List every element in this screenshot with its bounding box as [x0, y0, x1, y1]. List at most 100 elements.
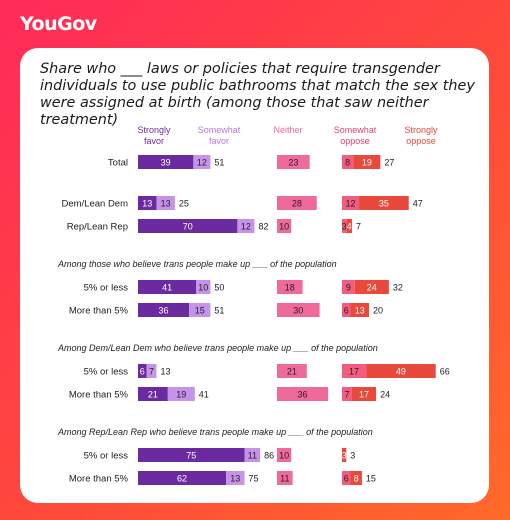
- s1-r1-neither-value-0: 10: [279, 221, 289, 231]
- s1-r0-oppose-value-1: 35: [379, 198, 389, 208]
- s2-r0-neither-value-0: 18: [285, 282, 295, 292]
- s1-r1-oppose-value-0: 3: [342, 221, 347, 231]
- s2-r0-oppose-bar-0: [342, 280, 355, 294]
- s2-r1-oppose-bar-1: [350, 303, 369, 317]
- s3-r1-oppose-bar-1: [351, 387, 377, 401]
- s3-r1-favor-value-0: 21: [148, 389, 158, 399]
- s2-r0-favor-value-0: 41: [162, 282, 172, 292]
- s1-r1-oppose-bar-0: [342, 219, 347, 233]
- s0-r0-oppose-bar-1: [353, 155, 381, 169]
- column-header-neither: Neither: [273, 125, 302, 135]
- s1-r0-favor-bar-1: [156, 196, 175, 210]
- s1-r0-favor-value-0: 13: [142, 198, 152, 208]
- yougov-logo: YouGov: [20, 13, 97, 35]
- s4-r1-favor-bar-1: [226, 471, 245, 485]
- s1-r1-favor-bar-0: [138, 219, 238, 233]
- s0-r0-oppose-bar-0: [342, 155, 354, 169]
- s3-r0-favor-total: 13: [160, 366, 170, 376]
- s3-r0-oppose-bar-1: [366, 364, 436, 378]
- s0-r0-favor-value-0: 39: [161, 157, 171, 167]
- s4-r0-oppose-value-1: 3: [342, 450, 347, 460]
- column-header-strongly-favor: Strongly favor: [137, 125, 171, 146]
- s3-r1-oppose-bar-0: [342, 387, 352, 401]
- s4-r1-favor-bar-0: [138, 471, 227, 485]
- s1-r1-neither-bar-0: [277, 219, 292, 233]
- s3-r1-favor-bar-1: [167, 387, 195, 401]
- s4-r0-oppose-total: 3: [350, 450, 355, 460]
- s1-r0-oppose-bar-0: [342, 196, 360, 210]
- chart-plot: Strongly favor Somewhat favor Neither Somewha…: [57, 125, 450, 485]
- row-label-s4-r1: More than 5%: [69, 474, 129, 485]
- s0-r0-oppose-value-0: 8: [345, 157, 350, 167]
- row-label-s1-r1: Rep/Lean Rep: [67, 222, 128, 233]
- s2-r1-favor-bar-0: [138, 303, 190, 317]
- s3-r0-favor-bar-0: [138, 364, 147, 378]
- s2-r1-favor-total: 51: [214, 305, 224, 315]
- s4-r0-oppose-bar-1: [342, 448, 347, 462]
- s0-r0-favor-bar-0: [138, 155, 194, 169]
- s3-r0-favor-value-0: 6: [140, 366, 145, 376]
- s3-r0-oppose-bar-0: [342, 364, 367, 378]
- s3-r1-neither-value-0: 36: [298, 389, 308, 399]
- s3-r0-neither-bar-0: [277, 364, 307, 378]
- s4-r1-oppose-total: 15: [366, 473, 376, 483]
- s1-r0-neither-value-0: 28: [292, 198, 302, 208]
- s2-r1-oppose-total: 20: [373, 305, 383, 315]
- column-header-somewhat-oppose: Somewhat oppose: [334, 125, 377, 146]
- s2-r0-favor-value-1: 10: [198, 282, 208, 292]
- s3-r0-oppose-value-0: 17: [349, 366, 359, 376]
- s0-r0-favor-value-1: 12: [197, 157, 207, 167]
- row-label-s1-r0: Dem/Lean Dem: [61, 199, 128, 210]
- s2-r1-favor-bar-1: [189, 303, 211, 317]
- s1-r0-oppose-value-0: 12: [346, 198, 356, 208]
- s4-r1-neither-value-0: 11: [280, 473, 289, 483]
- s4-r0-favor-bar-1: [244, 448, 261, 462]
- s3-r1-favor-bar-0: [138, 387, 168, 401]
- column-header-line: oppose: [406, 136, 436, 146]
- column-header-line: Somewhat: [198, 125, 241, 135]
- chart-card: Share who ___ laws or policies that requ…: [20, 48, 489, 503]
- s4-r1-oppose-bar-0: [342, 471, 351, 485]
- column-header-line: Neither: [273, 125, 302, 135]
- column-header-line: Strongly: [404, 125, 438, 135]
- row-label-s0-r0: Total: [108, 158, 128, 169]
- s1-r0-oppose-total: 47: [413, 198, 423, 208]
- s1-r0-favor-bar-0: [138, 196, 157, 210]
- s2-r1-oppose-value-1: 13: [355, 305, 365, 315]
- chart-title: Share who ___ laws or policies that requ…: [40, 61, 475, 128]
- s1-r1-favor-bar-1: [237, 219, 255, 233]
- s0-r0-favor-bar-1: [193, 155, 211, 169]
- column-header-line: Somewhat: [334, 125, 377, 135]
- s2-r1-neither-bar-0: [277, 303, 320, 317]
- s4-r1-neither-bar-0: [277, 471, 293, 485]
- s2-r0-oppose-value-1: 24: [367, 282, 377, 292]
- s4-r1-favor-value-1: 13: [230, 473, 240, 483]
- s3-r1-favor-total: 41: [199, 389, 209, 399]
- column-header-strongly-oppose: Strongly oppose: [404, 125, 438, 146]
- s4-r0-favor-value-1: 11: [248, 450, 257, 460]
- s3-r0-oppose-value-1: 49: [396, 366, 406, 376]
- section-title-4: Among Rep/Lean Rep who believe trans peo…: [57, 427, 373, 437]
- s2-r1-oppose-bar-0: [342, 303, 351, 317]
- s1-r1-favor-total: 82: [258, 221, 268, 231]
- s2-r0-favor-bar-1: [196, 280, 211, 294]
- s2-r0-oppose-bar-1: [354, 280, 389, 294]
- s1-r0-neither-bar-0: [277, 196, 317, 210]
- section-title-2: Among those who believe trans people mak…: [57, 259, 337, 269]
- row-label-s2-r1: More than 5%: [69, 306, 129, 317]
- s2-r0-favor-bar-0: [138, 280, 197, 294]
- s0-r0-oppose-total: 27: [384, 157, 394, 167]
- s1-r1-favor-value-0: 70: [183, 221, 193, 231]
- s1-r0-oppose-bar-1: [359, 196, 409, 210]
- s3-r1-oppose-total: 24: [380, 389, 390, 399]
- s0-r0-neither-bar-0: [277, 155, 310, 169]
- row-label-s4-r0: 5% or less: [84, 451, 129, 462]
- row-label-s3-r1: More than 5%: [69, 390, 129, 401]
- s4-r1-oppose-value-1: 8: [354, 473, 359, 483]
- s1-r1-favor-value-1: 12: [241, 221, 251, 231]
- s2-r0-neither-bar-0: [277, 280, 303, 294]
- column-header-line: favor: [144, 136, 164, 146]
- s2-r1-neither-value-0: 30: [293, 305, 303, 315]
- s3-r0-favor-value-1: 7: [149, 366, 154, 376]
- section-title-3: Among Dem/Lean Dem who believe trans peo…: [57, 343, 378, 353]
